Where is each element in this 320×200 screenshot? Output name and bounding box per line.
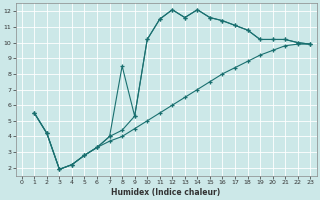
X-axis label: Humidex (Indice chaleur): Humidex (Indice chaleur) <box>111 188 221 197</box>
